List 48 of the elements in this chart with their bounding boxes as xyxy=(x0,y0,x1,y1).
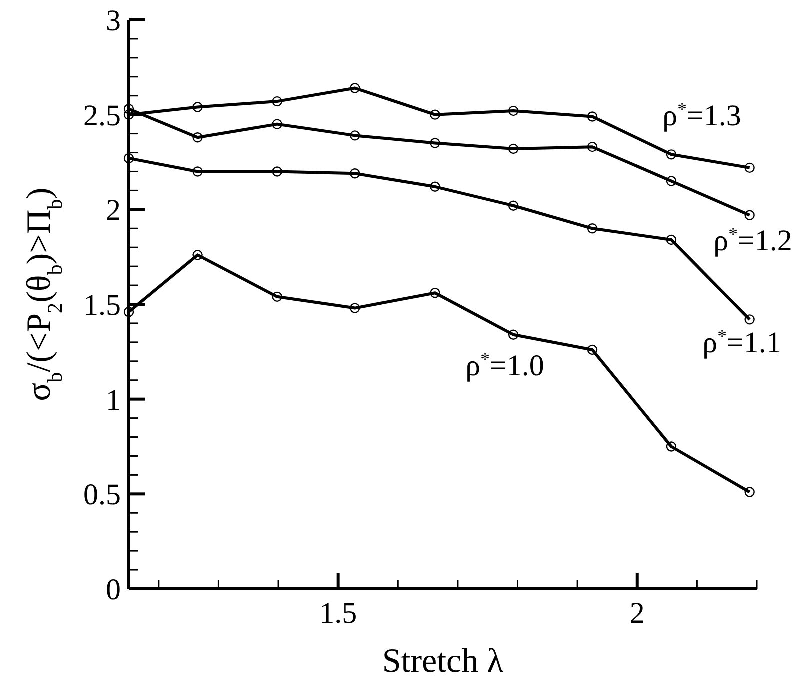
y-tick-label: 3 xyxy=(106,4,121,38)
series-label: ρ$^{*}$=1.0 xyxy=(466,349,544,382)
point xyxy=(744,162,755,174)
series-label: ρ$^{*}$=1.2 xyxy=(714,224,792,258)
point xyxy=(430,182,440,192)
point xyxy=(272,119,282,130)
point xyxy=(192,132,203,143)
point xyxy=(666,176,677,186)
point xyxy=(666,442,677,452)
point xyxy=(192,166,203,177)
point xyxy=(272,292,282,302)
point xyxy=(587,112,598,122)
y-tick-label: 1 xyxy=(106,384,121,417)
point xyxy=(350,83,360,94)
point xyxy=(508,144,519,154)
point xyxy=(124,153,134,164)
point xyxy=(124,104,134,114)
point xyxy=(350,168,360,179)
point xyxy=(587,142,598,152)
point xyxy=(508,330,519,340)
series-label: ρ$^{*}$=1.1 xyxy=(702,326,782,360)
point xyxy=(744,487,755,498)
point xyxy=(192,250,203,260)
point xyxy=(272,96,282,107)
point xyxy=(666,234,677,246)
point xyxy=(124,110,134,120)
point xyxy=(508,200,519,211)
y-tick-label: 0.5 xyxy=(84,478,121,512)
point xyxy=(666,150,677,160)
point xyxy=(192,102,203,112)
point xyxy=(430,288,440,298)
y-tick-label: 2.5 xyxy=(84,99,121,132)
point xyxy=(744,314,755,325)
point xyxy=(430,138,440,148)
y-tick-label: 0 xyxy=(106,574,121,606)
point xyxy=(587,224,598,234)
point xyxy=(430,110,440,120)
point xyxy=(744,210,755,220)
y-tick-label: 2 xyxy=(106,194,121,228)
point xyxy=(350,303,360,314)
series-label: ρ$^{*}$=1.3 xyxy=(662,99,742,132)
point xyxy=(587,344,598,356)
x-axis-title: Stretch λ xyxy=(382,643,504,680)
point xyxy=(508,106,519,116)
point xyxy=(272,166,282,177)
y-tick-label: 1.5 xyxy=(84,289,121,322)
point xyxy=(124,306,134,318)
point xyxy=(350,130,360,141)
